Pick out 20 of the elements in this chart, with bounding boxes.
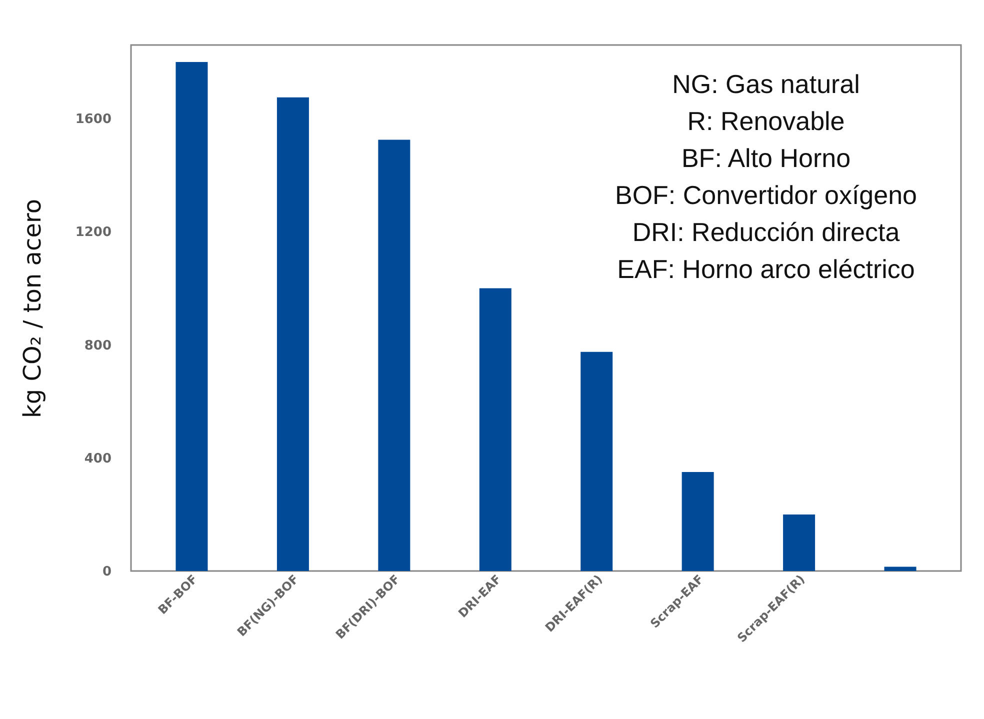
y-tick-label: 800 — [84, 338, 112, 354]
y-tick-label: 1200 — [75, 225, 112, 240]
bar — [378, 140, 410, 571]
bar — [276, 97, 309, 571]
annotation: BOF: Convertidor oxígeno — [614, 180, 918, 210]
y-tick-label: 400 — [84, 451, 112, 466]
annotation: NG: Gas natural — [672, 69, 860, 99]
bar — [682, 472, 714, 571]
bar — [176, 62, 208, 571]
bar — [783, 514, 816, 571]
annotation: EAF: Horno arco eléctrico — [617, 254, 915, 284]
annotation: BF: Alto Horno — [681, 143, 851, 173]
annotation: DRI: Reducción directa — [632, 217, 900, 247]
y-tick-label: 1600 — [75, 112, 112, 128]
bar — [479, 288, 512, 571]
y-axis-title: kg CO₂ / ton acero — [18, 199, 46, 418]
bar — [580, 352, 613, 571]
y-tick-label: 0 — [102, 564, 112, 580]
bar — [884, 566, 916, 571]
annotation: R: Renovable — [687, 106, 845, 136]
